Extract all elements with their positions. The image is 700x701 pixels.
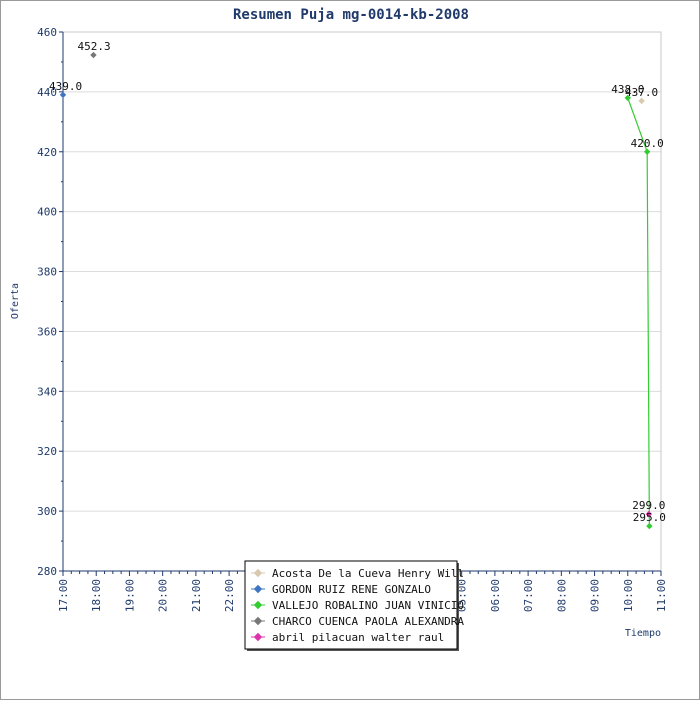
legend-marker-0: [253, 568, 263, 578]
y-tick-label-9: 460: [37, 26, 57, 39]
data-label-1: 452.3: [77, 40, 110, 53]
series-2: [624, 94, 653, 530]
series-2-line: [627, 97, 650, 527]
series-4: [645, 510, 653, 518]
y-tick-label-7: 420: [37, 146, 57, 159]
x-tick-label-13: 06:00: [489, 579, 502, 612]
legend-marker-2: [253, 600, 263, 610]
axes-layer: 280 300 320 340 360 380 400 420 440 460 17:00 18:00…: [37, 26, 668, 612]
y-tick-label-5: 380: [37, 266, 57, 279]
data-label-0: 439.0: [49, 80, 82, 93]
y-tick-label-0: 280: [37, 565, 57, 578]
legend: Acosta De la Cueva Henry Will GORDON RUIZ…: [244, 560, 464, 651]
series-3-point-0: [90, 51, 97, 59]
series-0-point-0: [638, 97, 645, 105]
series-2-point-1: [643, 148, 651, 155]
legend-label-3: CHARCO CUENCA PAOLA ALEXANDRA: [272, 615, 464, 628]
data-label-5: 299.0: [632, 499, 665, 512]
legend-entry-2: VALLEJO ROBALINO JUAN VINICIO: [251, 599, 464, 612]
x-tick-label-3: 20:00: [157, 579, 170, 612]
x-tick-label-18: 11:00: [655, 579, 668, 612]
legend-marker-1: [253, 584, 263, 594]
series-1-point-0: [59, 91, 67, 99]
x-tick-label-2: 19:00: [123, 579, 136, 612]
legend-entry-1: GORDON RUIZ RENE GONZALO: [251, 583, 431, 596]
y-tick-label-3: 340: [37, 385, 57, 398]
series-0: [638, 97, 645, 105]
x-tick-label-16: 09:00: [589, 579, 602, 612]
series-2-point-0: [624, 94, 631, 102]
grid-layer: [62, 31, 662, 572]
data-label-4: 420.0: [631, 137, 664, 150]
y-tick-label-1: 300: [37, 505, 57, 518]
x-tick-label-5: 22:00: [223, 579, 236, 612]
x-tick-label-4: 21:00: [190, 579, 203, 612]
data-label-3: 437.0: [625, 86, 658, 99]
x-tick-label-14: 07:00: [522, 579, 535, 612]
x-tick-label-1: 18:00: [90, 579, 103, 612]
y-tick-label-8: 440: [37, 86, 57, 99]
data-label-6: 295.0: [633, 511, 666, 524]
plot-area-border: [62, 31, 662, 572]
data-label-2: 438.0: [611, 83, 644, 96]
legend-entry-0: Acosta De la Cueva Henry Will: [251, 567, 464, 580]
series-1: [59, 91, 67, 99]
series-2-point-2: [646, 522, 653, 530]
x-tick-label-0: 17:00: [57, 579, 70, 612]
legend-entry-4: abril pilacuan walter raul: [251, 631, 444, 644]
legend-marker-3: [253, 616, 263, 626]
y-tick-label-2: 320: [37, 445, 57, 458]
legend-label-0: Acosta De la Cueva Henry Will: [272, 567, 464, 580]
legend-marker-4: [253, 632, 263, 642]
chart-title: Resumen Puja mg-0014-kb-2008: [233, 7, 469, 23]
legend-label-2: VALLEJO ROBALINO JUAN VINICIO: [272, 599, 464, 612]
y-tick-label-6: 400: [37, 206, 57, 219]
x-tick-label-15: 08:00: [555, 579, 568, 612]
legend-entry-3: CHARCO CUENCA PAOLA ALEXANDRA: [251, 615, 464, 628]
y-tick-label-4: 360: [37, 325, 57, 338]
x-axis-label: Tiempo: [625, 628, 661, 639]
legend-label-1: GORDON RUIZ RENE GONZALO: [272, 583, 431, 596]
series-4-point-0: [645, 510, 653, 518]
legend-label-4: abril pilacuan walter raul: [272, 631, 444, 644]
legend-box: [244, 560, 458, 650]
x-tick-label-17: 10:00: [622, 579, 635, 612]
series-layer: [59, 51, 653, 530]
y-axis-label: Oferta: [10, 283, 21, 319]
series-3: [90, 51, 97, 59]
